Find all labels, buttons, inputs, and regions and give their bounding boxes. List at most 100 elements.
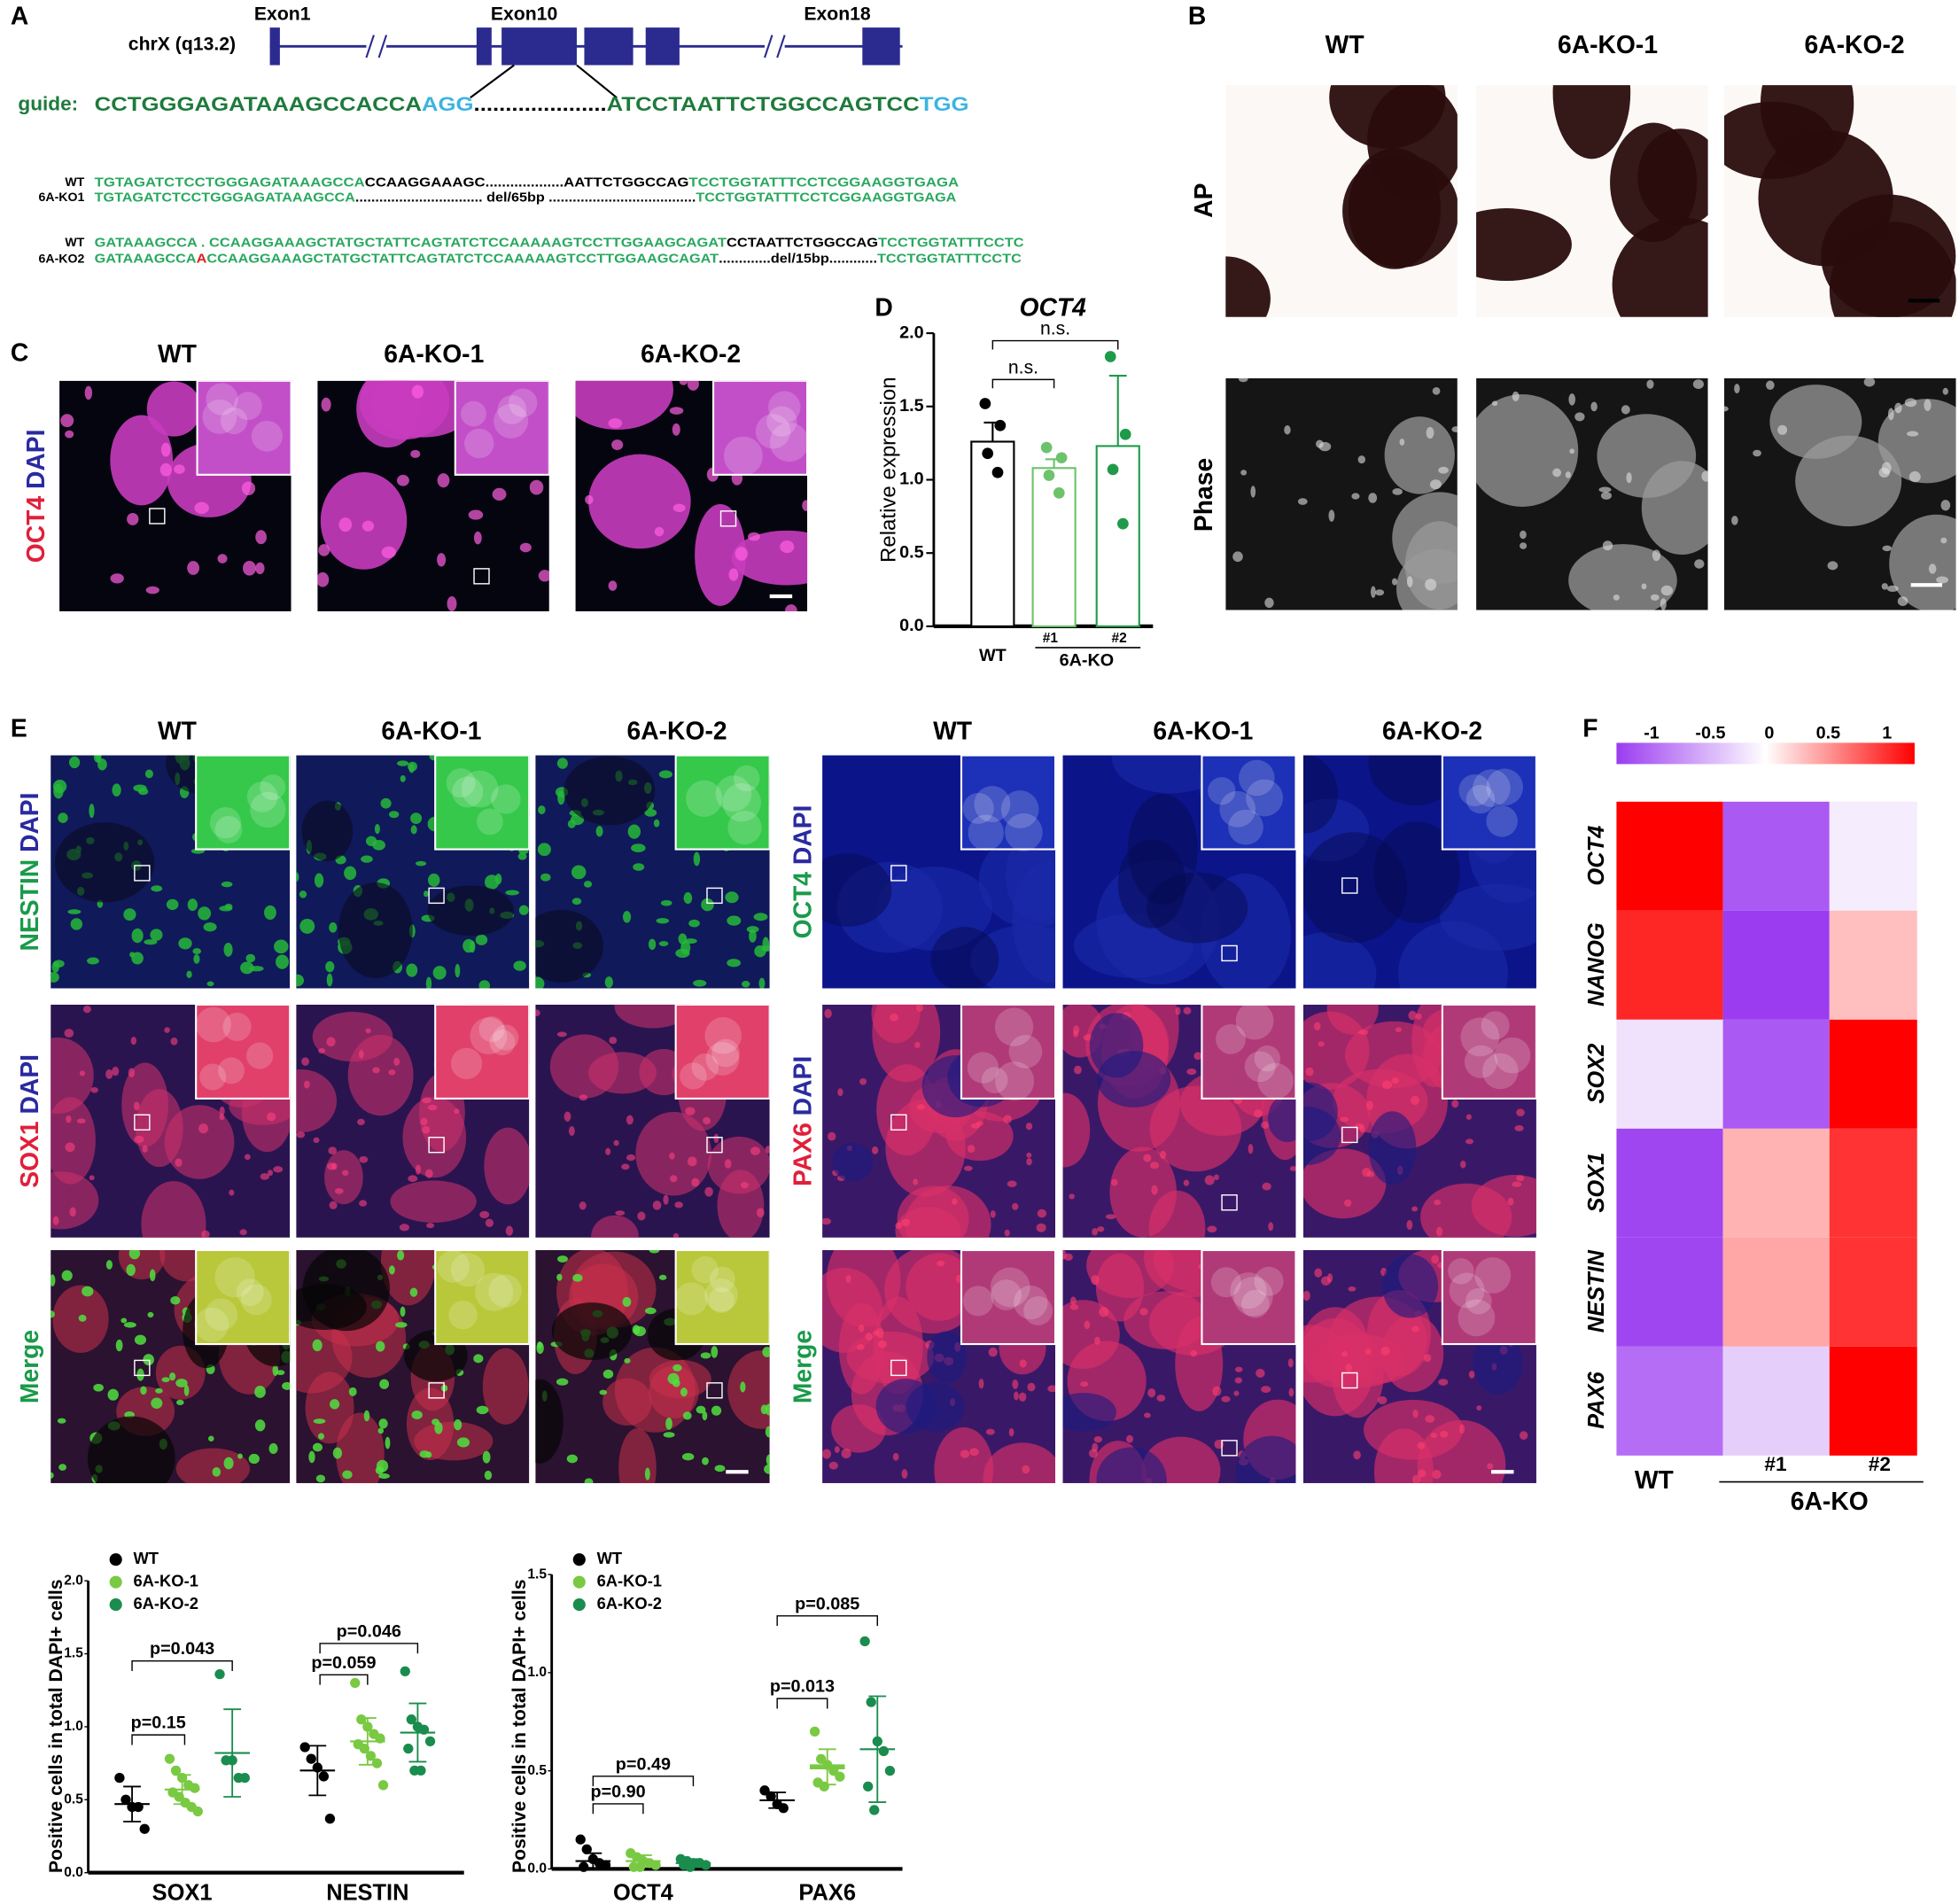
bar (1095, 445, 1140, 627)
cell-blob (1026, 1152, 1032, 1158)
inset-cell (205, 1298, 238, 1331)
cell-blob (1520, 542, 1528, 549)
cell-blob (1399, 439, 1405, 446)
cell-blob (1234, 1366, 1243, 1372)
cell-blob (538, 570, 549, 582)
cell-blob (1724, 406, 1729, 412)
cell-blob (1406, 1219, 1413, 1231)
cell-blob (105, 1260, 113, 1270)
cell-blob (51, 1274, 56, 1286)
cell-blob (1377, 1395, 1388, 1404)
cell-blob (1062, 1249, 1067, 1260)
cell-blob (313, 1418, 326, 1424)
cell-blob (693, 979, 707, 987)
cell-blob (301, 1057, 310, 1066)
data-point (424, 1736, 436, 1747)
legend-marker (572, 1553, 586, 1566)
cell-blob (1348, 1286, 1357, 1292)
column-label: #1 (1764, 1453, 1786, 1475)
micrograph (1724, 377, 1956, 610)
cell-blob (1117, 839, 1186, 929)
inset-cell (450, 1047, 483, 1080)
cell-blob (667, 1372, 680, 1385)
cell-blob (1701, 470, 1708, 482)
cell-blob (1365, 1100, 1374, 1110)
label: 6A-KO-1 (1153, 717, 1253, 745)
sequence-segment: CCTGGGAGATAAAGCCACCA (95, 93, 422, 115)
cell-blob (1411, 1206, 1419, 1212)
cell-blob (1207, 1225, 1217, 1233)
cell-blob (685, 1107, 696, 1115)
inset-cell (962, 1286, 994, 1317)
bracket (776, 1698, 828, 1709)
cell-blob (131, 952, 144, 965)
annotation: p=0.15 (131, 1714, 186, 1733)
cell-blob (1425, 579, 1437, 591)
micrograph (296, 1004, 530, 1238)
stain-label: SOX1 DAPI (15, 1054, 43, 1188)
cell-blob (1391, 578, 1398, 586)
inset-cell (1228, 809, 1263, 845)
cell-blob (1612, 217, 1708, 317)
cell-blob (1262, 1182, 1271, 1191)
cell-blob (1368, 493, 1378, 503)
data-point (403, 1743, 414, 1754)
cell-blob (875, 1328, 884, 1339)
cell-blob (64, 1029, 74, 1038)
cell-blob (711, 1405, 722, 1416)
legend-marker (109, 1553, 122, 1566)
stain-name: OCT4 (21, 496, 50, 563)
sequence-segment: TGTAGATCTCCTGGGAGATAAAGCCA (95, 175, 365, 190)
inset-cell (768, 391, 801, 424)
cell-blob (613, 1139, 619, 1146)
cell-blob (540, 873, 551, 882)
cell-blob (1297, 498, 1308, 505)
cell-blob (1380, 1346, 1390, 1356)
inset-cell (206, 383, 238, 416)
error-bar (308, 1745, 327, 1797)
cell-blob (1345, 1364, 1352, 1372)
cell-blob (1491, 400, 1498, 407)
cell-blob (568, 1126, 575, 1137)
sequence-segment: GATAAAGCCA (95, 253, 197, 267)
inset-cell (722, 782, 761, 822)
cell-blob (312, 1442, 323, 1452)
cell-blob (93, 1383, 104, 1392)
inset-cell (990, 1267, 1030, 1308)
cell-blob (1692, 379, 1704, 389)
heat-cell (1616, 910, 1723, 1020)
cell-blob (1465, 1114, 1472, 1120)
sequence-segment: AGG (422, 93, 474, 115)
cell-blob (672, 1232, 680, 1238)
cell-blob (952, 1198, 958, 1205)
cell-blob (1094, 1336, 1100, 1345)
cell-blob (1047, 1385, 1056, 1393)
roi-box (473, 568, 490, 585)
cell-blob (410, 825, 417, 835)
inset-cell (1233, 1277, 1273, 1317)
cell-blob (1473, 1331, 1523, 1395)
sequence-segment: AATTCTGGCCAG (564, 175, 688, 190)
cell-blob (127, 513, 139, 525)
cell-blob (549, 1034, 619, 1099)
cell-blob (614, 1004, 692, 1029)
cell-blob (1552, 468, 1562, 478)
cell-blob (963, 1165, 973, 1171)
cell-blob (67, 909, 82, 914)
cell-blob (758, 977, 766, 989)
heat-cell (1829, 801, 1917, 911)
legend-label: 6A-KO-1 (133, 1572, 198, 1590)
bracket (776, 1615, 878, 1627)
cell-blob (1018, 1392, 1027, 1402)
y-axis-label: Positive cells in total DAPI+ cells (509, 1579, 530, 1872)
cell-blob (1821, 194, 1956, 317)
cell-blob (1316, 439, 1324, 448)
cell-blob (535, 976, 545, 989)
cell-blob (267, 1112, 276, 1122)
inset (434, 1249, 530, 1346)
cell-blob (746, 926, 759, 933)
cell-blob (87, 957, 99, 965)
cell-blob (505, 890, 519, 896)
x-tick-label: SOX1 (152, 1880, 213, 1904)
inset-cell (437, 1250, 470, 1283)
